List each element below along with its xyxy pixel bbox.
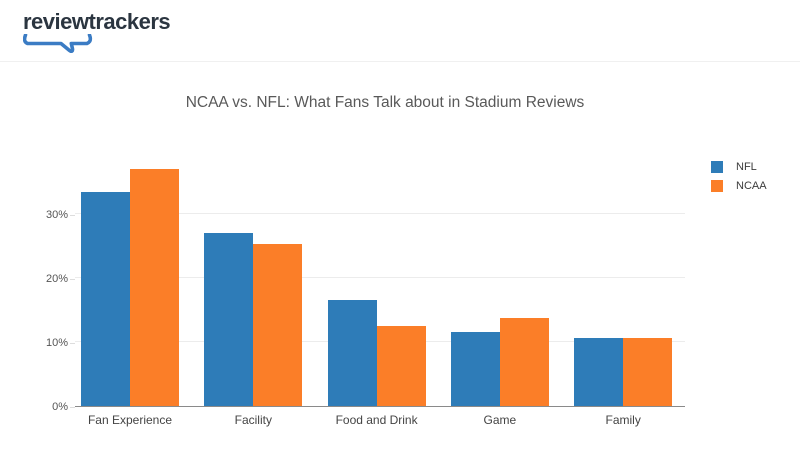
gridline-20% — [75, 277, 685, 278]
legend-swatch-ncaa — [711, 180, 723, 192]
bar-ncaa — [253, 244, 303, 406]
bar-nfl — [450, 331, 500, 406]
y-tick-label: 0% — [52, 401, 68, 413]
legend-label: NFL — [736, 161, 757, 173]
legend-label: NCAA — [736, 180, 767, 192]
legend: NFL NCAA — [711, 161, 767, 199]
legend-item-nfl: NFL — [711, 161, 767, 173]
category-label: Fan Experience — [87, 413, 173, 427]
plot-area — [75, 150, 685, 407]
y-tick-label: 10% — [45, 337, 68, 349]
bar-ncaa — [376, 326, 426, 406]
header: reviewtrackers — [0, 0, 800, 62]
category-label: Game — [483, 413, 517, 427]
bar-ncaa — [623, 338, 673, 406]
chart-title: NCAA vs. NFL: What Fans Talk about in St… — [185, 94, 585, 111]
bar-nfl — [574, 337, 624, 406]
gridline-30% — [75, 213, 685, 214]
y-tick-mark — [70, 279, 75, 280]
bar-group-game — [450, 150, 549, 406]
category-label: Family — [605, 413, 641, 427]
category-label: Facility — [234, 413, 272, 427]
bar-ncaa — [499, 317, 549, 406]
category-label: Food and Drink — [335, 413, 418, 427]
bar-group-fan-experience — [81, 150, 179, 406]
legend-item-ncaa: NCAA — [711, 180, 767, 192]
bar-group-food-and-drink — [327, 150, 426, 406]
y-tick-mark — [70, 343, 75, 344]
bar-ncaa — [130, 169, 179, 406]
bar-group-facility — [204, 150, 303, 406]
bar-nfl — [327, 300, 377, 406]
y-tick-mark — [70, 407, 75, 408]
logo-text: reviewtrackers — [23, 9, 171, 34]
speech-bubble-icon — [23, 34, 93, 53]
bar-nfl — [204, 233, 254, 406]
legend-swatch-nfl — [711, 161, 723, 173]
bar-nfl — [81, 191, 130, 406]
y-tick-mark — [70, 215, 75, 216]
y-tick-label: 20% — [45, 273, 68, 285]
bar-group-family — [574, 150, 673, 406]
reviewtrackers-logo[interactable]: reviewtrackers — [23, 9, 171, 53]
y-tick-label: 30% — [45, 209, 68, 221]
